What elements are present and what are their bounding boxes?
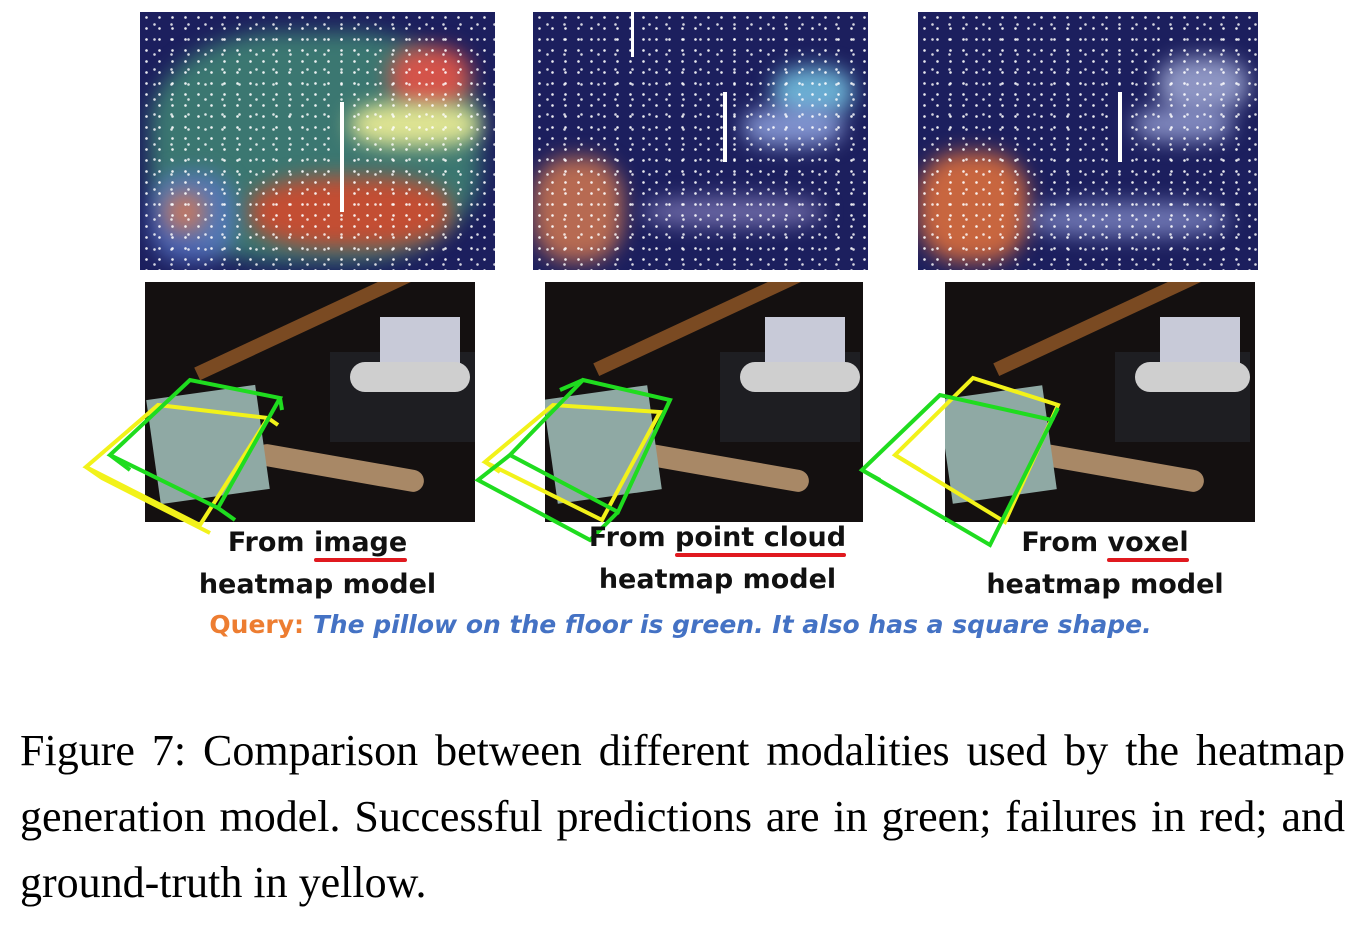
query-line: Query: The pillow on the floor is green.… — [0, 610, 1361, 639]
label-prefix: From — [227, 527, 314, 558]
label-line2: heatmap model — [986, 569, 1224, 600]
ground-truth-box — [481, 402, 664, 523]
panel-label-image: From image heatmap model — [190, 522, 445, 606]
failure-underline — [675, 553, 847, 557]
label-prefix: From — [1021, 527, 1108, 558]
query-label: Query: — [209, 610, 305, 639]
label-keyword-image: image — [313, 527, 408, 562]
ground-truth-box — [891, 375, 1061, 525]
heatmap-image-model — [140, 12, 495, 270]
label-prefix: From — [588, 522, 676, 553]
predicted-box-success — [858, 392, 1060, 548]
panel-label-voxel: From voxel heatmap model — [975, 522, 1235, 606]
label-line2: heatmap model — [198, 569, 437, 600]
predicted-box-success — [474, 377, 673, 543]
scene-point-cloud-model — [545, 282, 863, 522]
label-keyword-voxel: voxel — [1107, 527, 1189, 562]
bounding-box-overlay — [82, 375, 1061, 548]
failure-underline — [313, 558, 408, 562]
label-keyword-point-cloud: point cloud — [675, 522, 847, 557]
figure-caption: Figure 7: Comparison between different m… — [20, 726, 1345, 907]
label-line2: heatmap model — [598, 564, 837, 595]
predicted-box-success — [106, 377, 284, 522]
panel-label-point-cloud: From point cloud heatmap model — [575, 517, 860, 601]
scene-voxel-model — [945, 282, 1255, 522]
ground-truth-box — [82, 402, 280, 535]
heatmap-point-cloud-model — [533, 12, 868, 270]
scene-image-model — [145, 282, 475, 522]
heatmap-voxel-model — [918, 12, 1258, 270]
failure-underline — [1107, 558, 1189, 562]
query-text: The pillow on the floor is green. It als… — [312, 610, 1152, 639]
